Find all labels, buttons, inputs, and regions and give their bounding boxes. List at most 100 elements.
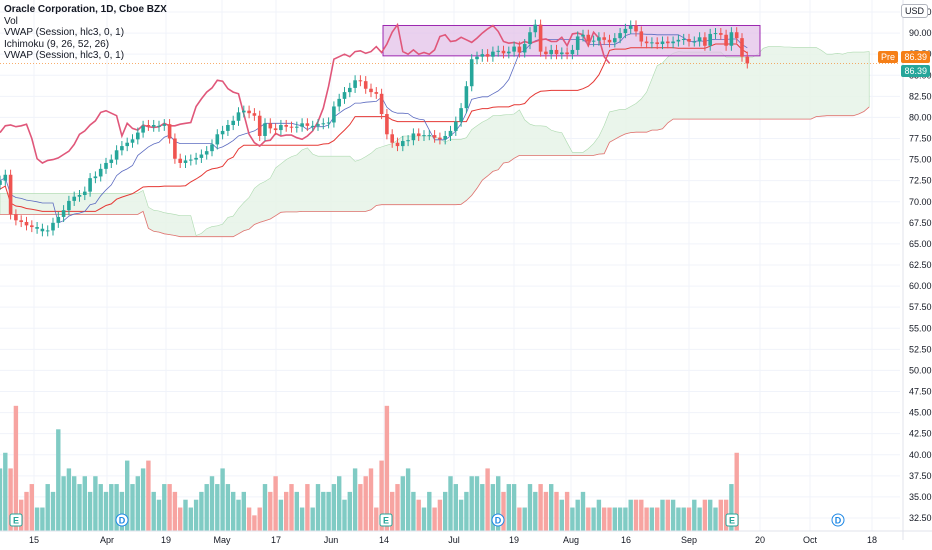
volume-bar	[649, 507, 655, 531]
candle-body	[332, 106, 336, 123]
time-axis-tick-label: May	[213, 535, 231, 545]
candle-body	[199, 154, 204, 158]
ichimoku-conversion-line	[0, 33, 748, 224]
earnings-icon	[9, 513, 23, 527]
candle-body	[517, 46, 522, 53]
volume-bar	[252, 515, 257, 531]
price-axis[interactable]: 92.5090.0087.5085.0082.5080.0077.5075.00…	[902, 0, 932, 540]
dividend-event-marker[interactable]: D	[115, 513, 129, 527]
candle-body	[395, 142, 400, 147]
candle-body	[263, 123, 267, 136]
volume-bar	[305, 484, 310, 531]
volume-bar	[119, 491, 125, 531]
volume-bar	[310, 507, 315, 531]
volume-bar	[215, 484, 220, 531]
earnings-event-marker[interactable]: E	[725, 513, 739, 527]
earnings-event-marker[interactable]: E	[9, 513, 23, 527]
time-axis-tick-label: 17	[271, 535, 281, 545]
volume-bar	[61, 476, 66, 531]
candle-body	[189, 159, 193, 161]
candle-body	[401, 141, 405, 147]
volume-bar	[665, 499, 670, 531]
volume-bar	[633, 499, 639, 531]
dividend-event-marker[interactable]: D	[491, 513, 505, 527]
candle-body	[575, 36, 580, 50]
candle-body	[522, 44, 527, 53]
earnings-marker-label: E	[729, 516, 735, 526]
volume-bar	[644, 507, 649, 531]
volume-bar	[8, 468, 13, 531]
price-axis-tick-label: 67.50	[909, 218, 932, 228]
volume-bar	[443, 491, 448, 531]
candle-body	[305, 123, 310, 126]
candle-body	[88, 178, 92, 192]
earnings-marker-label: E	[13, 516, 19, 526]
volume-bar	[246, 507, 252, 531]
candle-body	[30, 225, 34, 228]
volume-bar	[522, 507, 527, 531]
volume-bar	[591, 507, 596, 531]
volume-bar	[554, 491, 559, 531]
candle-body	[146, 125, 151, 127]
volume-bar	[162, 484, 167, 531]
symbol-title[interactable]: Oracle Corporation, 1D, Cboe BZX	[4, 4, 167, 15]
legend-ichimoku[interactable]: Ichimoku (9, 26, 52, 26)	[4, 38, 110, 50]
volume-bar	[496, 476, 501, 531]
volume-bar	[82, 476, 87, 531]
time-axis[interactable]: 15 Apr 19 May 17 Jun 14 Jul 19 Aug 16 Sep 20 Oct 18	[0, 530, 932, 545]
volume-bar	[331, 484, 337, 531]
candle-body	[67, 200, 71, 211]
candle-body	[634, 25, 638, 32]
volume-bar	[257, 507, 262, 531]
candle-body	[157, 125, 161, 127]
price-axis-tick-label: 50.00	[909, 365, 932, 375]
time-axis-tick-label: 18	[867, 535, 877, 545]
candle-body	[459, 108, 463, 122]
currency-badge[interactable]: USD	[900, 4, 928, 18]
candle-body	[644, 41, 649, 44]
volume-bar	[602, 507, 607, 531]
candle-body	[485, 54, 490, 57]
ichimoku-lower-span	[0, 106, 870, 238]
candle-body	[204, 151, 209, 155]
candle-body	[0, 180, 2, 185]
dividend-marker-label: D	[495, 516, 502, 526]
dividend-event-marker[interactable]: D	[831, 513, 845, 527]
candle-body	[713, 33, 718, 35]
volume-bar	[511, 484, 517, 531]
earnings-marker-label: E	[383, 516, 389, 526]
volume-bar	[72, 476, 77, 531]
dividend-marker-label: D	[835, 516, 842, 526]
ichimoku-base-line	[0, 43, 748, 212]
candle-body	[422, 135, 426, 137]
price-axis-tick-label: 35.00	[909, 492, 932, 502]
volume-bar	[692, 499, 697, 531]
volume-bar	[151, 491, 156, 531]
volume-bar	[326, 491, 331, 531]
candle-body	[40, 228, 45, 232]
candle-body	[734, 32, 739, 39]
legend-vol[interactable]: Vol	[4, 15, 18, 27]
candle-body	[666, 41, 670, 44]
chart-legend: Oracle Corporation, 1D, Cboe BZX Vol VWA…	[4, 4, 167, 62]
candle-body	[279, 125, 283, 131]
volume-bar	[543, 491, 549, 531]
candle-body	[681, 38, 686, 40]
earnings-event-marker[interactable]: E	[379, 513, 393, 527]
volume-bar	[527, 484, 533, 531]
legend-vwap-1[interactable]: VWAP (Session, hlc3, 0, 1)	[4, 27, 125, 38]
candle-body	[443, 135, 447, 140]
candle-body	[284, 125, 288, 127]
price-axis-tick-label: 72.50	[909, 176, 932, 186]
candle-body	[740, 38, 744, 57]
dividend-marker-label: D	[119, 516, 126, 526]
volume-bar	[352, 468, 358, 531]
volume-bar	[517, 507, 522, 531]
legend-vwap-2[interactable]: VWAP (Session, hlc3, 0, 1)	[4, 50, 125, 61]
candle-body	[316, 124, 320, 126]
candle-body	[602, 37, 606, 40]
volume-bar	[437, 499, 443, 531]
time-axis-tick-label: 15	[29, 535, 39, 545]
